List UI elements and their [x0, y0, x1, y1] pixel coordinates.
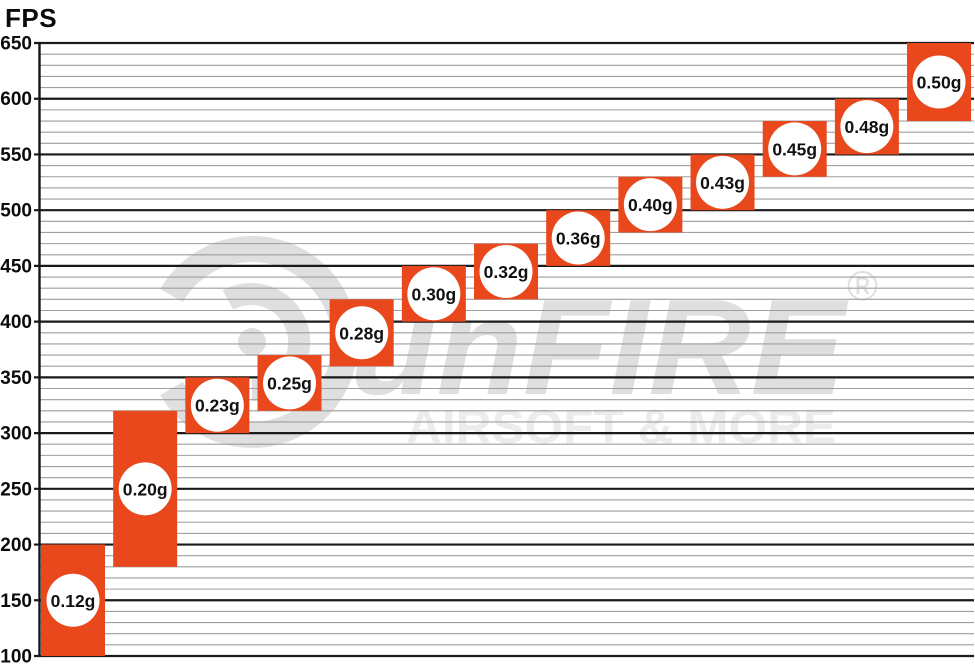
bar-group-0.23g: 0.23g	[185, 377, 250, 434]
y-tick-label: 350	[0, 368, 32, 389]
swirl-center-dot	[238, 328, 266, 356]
bar-label: 0.45g	[772, 139, 817, 159]
bar-badge	[912, 55, 966, 109]
bar-group-0.32g: 0.32g	[474, 243, 539, 300]
watermark: unFIRE®AIRSOFT & MORE	[160, 236, 878, 454]
bar-group-0.12g: 0.12g	[41, 544, 105, 656]
bar-label: 0.43g	[700, 173, 745, 193]
bar-badge	[768, 122, 822, 176]
y-tick-label: 600	[0, 89, 32, 110]
y-tick-label: 400	[0, 312, 32, 333]
y-tick-label: 100	[0, 647, 32, 666]
watermark-subtitle-text: AIRSOFT & MORE	[406, 401, 836, 454]
bar-group-0.45g: 0.45g	[762, 121, 827, 177]
bar-label: 0.23g	[195, 396, 240, 416]
bar-badge	[840, 100, 894, 154]
bar-group-0.43g: 0.43g	[690, 154, 755, 211]
bar-group-0.36g: 0.36g	[546, 210, 611, 266]
bar-label: 0.50g	[917, 73, 962, 93]
y-tick-label: 450	[0, 256, 32, 277]
bar-group-0.40g: 0.40g	[618, 176, 683, 233]
y-tick-label: 250	[0, 479, 32, 500]
bar-badge	[696, 155, 750, 209]
y-tick-label: 300	[0, 424, 32, 445]
bar-label: 0.25g	[267, 373, 312, 393]
bar-badge	[190, 378, 244, 432]
bar-badge	[407, 267, 461, 321]
bar-label: 0.32g	[484, 262, 529, 282]
bar-label: 0.20g	[123, 479, 168, 499]
bar-group-0.20g: 0.20g	[113, 410, 178, 567]
chart-title: FPS	[5, 3, 58, 33]
bars-group: 0.12g 0.20g 0.23g 0.25g 0.28g 0.30g 0.32g 0.36g…	[41, 43, 972, 656]
bar-label: 0.12g	[51, 591, 96, 611]
bar-badge	[623, 178, 677, 232]
y-tick-label: 500	[0, 201, 32, 222]
bar-group-0.30g: 0.30g	[401, 265, 466, 322]
y-tick-label: 150	[0, 591, 32, 612]
bar-badge	[479, 244, 533, 298]
bar-group-0.28g: 0.28g	[329, 299, 394, 367]
y-tick-label: 550	[0, 145, 32, 166]
bar-label: 0.36g	[556, 229, 601, 249]
bar-group-0.50g: 0.50g	[907, 43, 972, 122]
bar-label: 0.40g	[628, 195, 673, 215]
bar-badge	[118, 462, 172, 516]
bar-badge	[263, 356, 317, 410]
bar-badge	[46, 573, 100, 627]
bar-badge	[335, 306, 389, 360]
y-tick-label: 650	[0, 34, 32, 55]
bar-badge	[551, 211, 605, 265]
bar-group-0.48g: 0.48g	[834, 98, 899, 155]
registered-trademark-icon: ®	[847, 262, 878, 309]
bar-label: 0.48g	[844, 117, 889, 137]
bar-label: 0.30g	[411, 284, 456, 304]
y-axis: 100 150 200 250 300 350 400 450 500 550 600 650	[0, 34, 41, 666]
bar-group-0.25g: 0.25g	[257, 355, 322, 411]
bar-label: 0.28g	[339, 323, 384, 343]
y-tick-label: 200	[0, 535, 32, 556]
